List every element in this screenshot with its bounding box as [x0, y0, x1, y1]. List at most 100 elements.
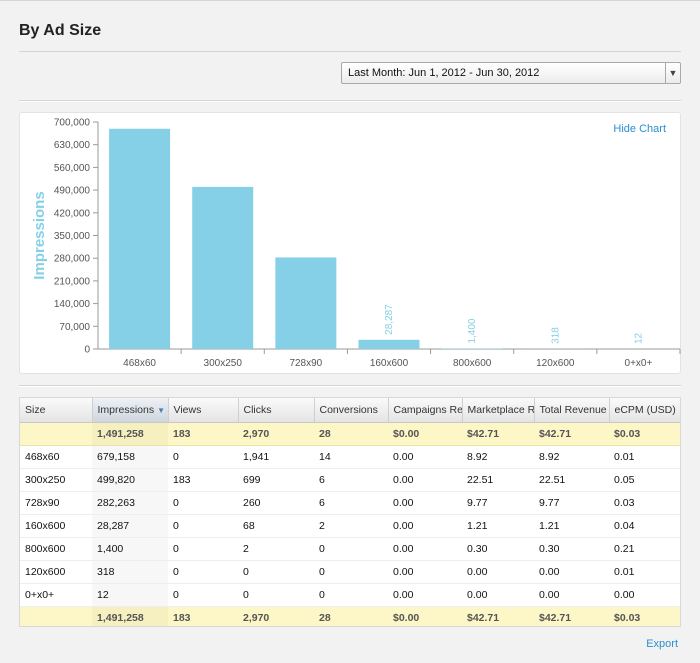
table-cell: 0.00: [462, 583, 534, 607]
table-cell: 0: [314, 583, 388, 607]
table-cell: 183: [168, 468, 238, 492]
column-header-label: Conversions: [319, 403, 378, 416]
title-divider: [19, 51, 681, 52]
table-cell: 1,491,258: [92, 606, 168, 626]
table-cell: 699: [238, 468, 314, 492]
column-header-impressions[interactable]: Impressions ▼: [92, 398, 169, 423]
table-cell: 68: [238, 514, 314, 538]
table-cell: 183: [168, 422, 238, 446]
column-header-marketplace-revenue-usd[interactable]: Marketplace Revenue (USD): [462, 398, 535, 423]
column-header-size[interactable]: Size: [20, 398, 93, 423]
table-cell: 0.30: [462, 537, 534, 561]
data-label: 318: [550, 327, 561, 344]
table-cell: 9.77: [462, 491, 534, 515]
y-tick-label: 0: [84, 345, 90, 356]
table-cell: 282,263: [92, 491, 168, 515]
table-cell: 22.51: [534, 468, 609, 492]
sort-descending-icon[interactable]: ▼: [157, 405, 166, 415]
y-tick-label: 490,000: [54, 186, 91, 197]
table-cell: 28: [314, 422, 388, 446]
column-header-ecpm-usd[interactable]: eCPM (USD): [609, 398, 680, 423]
table-row: 468x60 679,158 0 1,941 14 0.00 8.92 8.92 0.01: [20, 445, 680, 469]
table-cell: 28,287: [92, 514, 168, 538]
table-cell: 0.01: [609, 560, 680, 584]
table-row: 160x600 28,287 0 68 2 0.00 1.21 1.21 0.04: [20, 514, 680, 538]
table-cell: 0.00: [462, 560, 534, 584]
y-tick-label: 140,000: [54, 299, 91, 310]
table-cell: 0.05: [609, 468, 680, 492]
table-cell: 9.77: [534, 491, 609, 515]
table-cell: 0.00: [388, 583, 462, 607]
table-cell: $0.00: [388, 606, 462, 626]
x-tick-label: 300x250: [204, 358, 243, 369]
table-row: 0+x0+ 12 0 0 0 0.00 0.00 0.00 0.00: [20, 583, 680, 607]
x-tick-label: 160x600: [370, 358, 409, 369]
table-cell: 0.00: [388, 445, 462, 469]
table-cell: 8.92: [462, 445, 534, 469]
x-tick-label: 800x600: [453, 358, 492, 369]
y-tick-label: 420,000: [54, 208, 91, 219]
data-label: 12: [633, 332, 644, 344]
column-header-campaigns-revenue-usd[interactable]: Campaigns Revenue (USD): [388, 398, 463, 423]
table-cell: 679,158: [92, 445, 168, 469]
table-cell: 0.00: [388, 560, 462, 584]
table-cell: $0.00: [388, 422, 462, 446]
table-cell: 260: [238, 491, 314, 515]
table-row: 728x90 282,263 0 260 6 0.00 9.77 9.77 0.03: [20, 491, 680, 515]
chevron-down-icon[interactable]: ▼: [665, 63, 680, 83]
column-header-clicks[interactable]: Clicks: [238, 398, 315, 423]
table-cell: 0.01: [609, 445, 680, 469]
table-cell: 6: [314, 491, 388, 515]
table-cell: 1.21: [534, 514, 609, 538]
table-cell: 1,941: [238, 445, 314, 469]
table-cell: 800x600: [20, 537, 92, 561]
table-cell: 300x250: [20, 468, 92, 492]
y-tick-label: 280,000: [54, 254, 91, 265]
y-tick-label: 350,000: [54, 231, 91, 242]
bar-160x600: [358, 339, 420, 349]
table-cell: 0.03: [609, 491, 680, 515]
table-cell: 2,970: [238, 606, 314, 626]
column-header-label: Marketplace Revenue (USD): [467, 403, 534, 416]
column-header-total-revenue-usd[interactable]: Total Revenue (USD): [534, 398, 610, 423]
table-cell: 0.00: [388, 468, 462, 492]
export-link[interactable]: Export: [646, 638, 678, 650]
bar-300x250: [192, 186, 254, 349]
page-title: By Ad Size: [19, 22, 102, 39]
table-cell: 468x60: [20, 445, 92, 469]
date-range-select[interactable]: Last Month: Jun 1, 2012 - Jun 30, 2012 ▼: [341, 62, 681, 84]
column-header-label: Views: [173, 403, 202, 416]
x-tick-label: 728x90: [289, 358, 322, 369]
table-cell: 0+x0+: [20, 583, 92, 607]
hide-chart-link[interactable]: Hide Chart: [613, 123, 666, 135]
table-row: 120x600 318 0 0 0 0.00 0.00 0.00 0.01: [20, 560, 680, 584]
table-cell: 499,820: [92, 468, 168, 492]
table-cell: [20, 422, 92, 446]
column-header-label: Size: [25, 403, 46, 416]
table-cell: 0: [168, 537, 238, 561]
table-cell: 0.21: [609, 537, 680, 561]
x-tick-label: 468x60: [123, 358, 156, 369]
table-row: 800x600 1,400 0 2 0 0.00 0.30 0.30 0.21: [20, 537, 680, 561]
table-cell: 22.51: [462, 468, 534, 492]
table-header-row: Size Impressions ▼ Views Clicks Conversions Ca…: [20, 398, 680, 423]
table-cell: [20, 606, 92, 626]
table-cell: $0.03: [609, 606, 680, 626]
column-header-views[interactable]: Views: [168, 398, 239, 423]
impressions-bar-chart: 0 70,000 140,000 210,000 280,000 350,000 420,0…: [31, 118, 681, 369]
x-tick-label: 120x600: [536, 358, 575, 369]
column-header-label: Impressions: [97, 403, 155, 416]
table-cell: 2: [314, 514, 388, 538]
table-cell: 0.00: [388, 537, 462, 561]
top-border: [0, 0, 700, 1]
y-tick-label: 560,000: [54, 163, 91, 174]
table-cell: 0.00: [534, 583, 609, 607]
ad-size-table: Size Impressions ▼ Views Clicks Conversions Ca…: [19, 397, 681, 627]
chart-divider-highlight: [19, 386, 681, 387]
y-tick-label: 700,000: [54, 118, 91, 129]
y-tick-label: 630,000: [54, 140, 91, 151]
totals-row-top: 1,491,258 183 2,970 28 $0.00 $42.71 $42.71 $0.0…: [20, 422, 680, 446]
column-header-conversions[interactable]: Conversions: [314, 398, 389, 423]
table-cell: 0: [168, 514, 238, 538]
totals-row-bottom: 1,491,258 183 2,970 28 $0.00 $42.71 $42.71 $0.0…: [20, 606, 680, 626]
